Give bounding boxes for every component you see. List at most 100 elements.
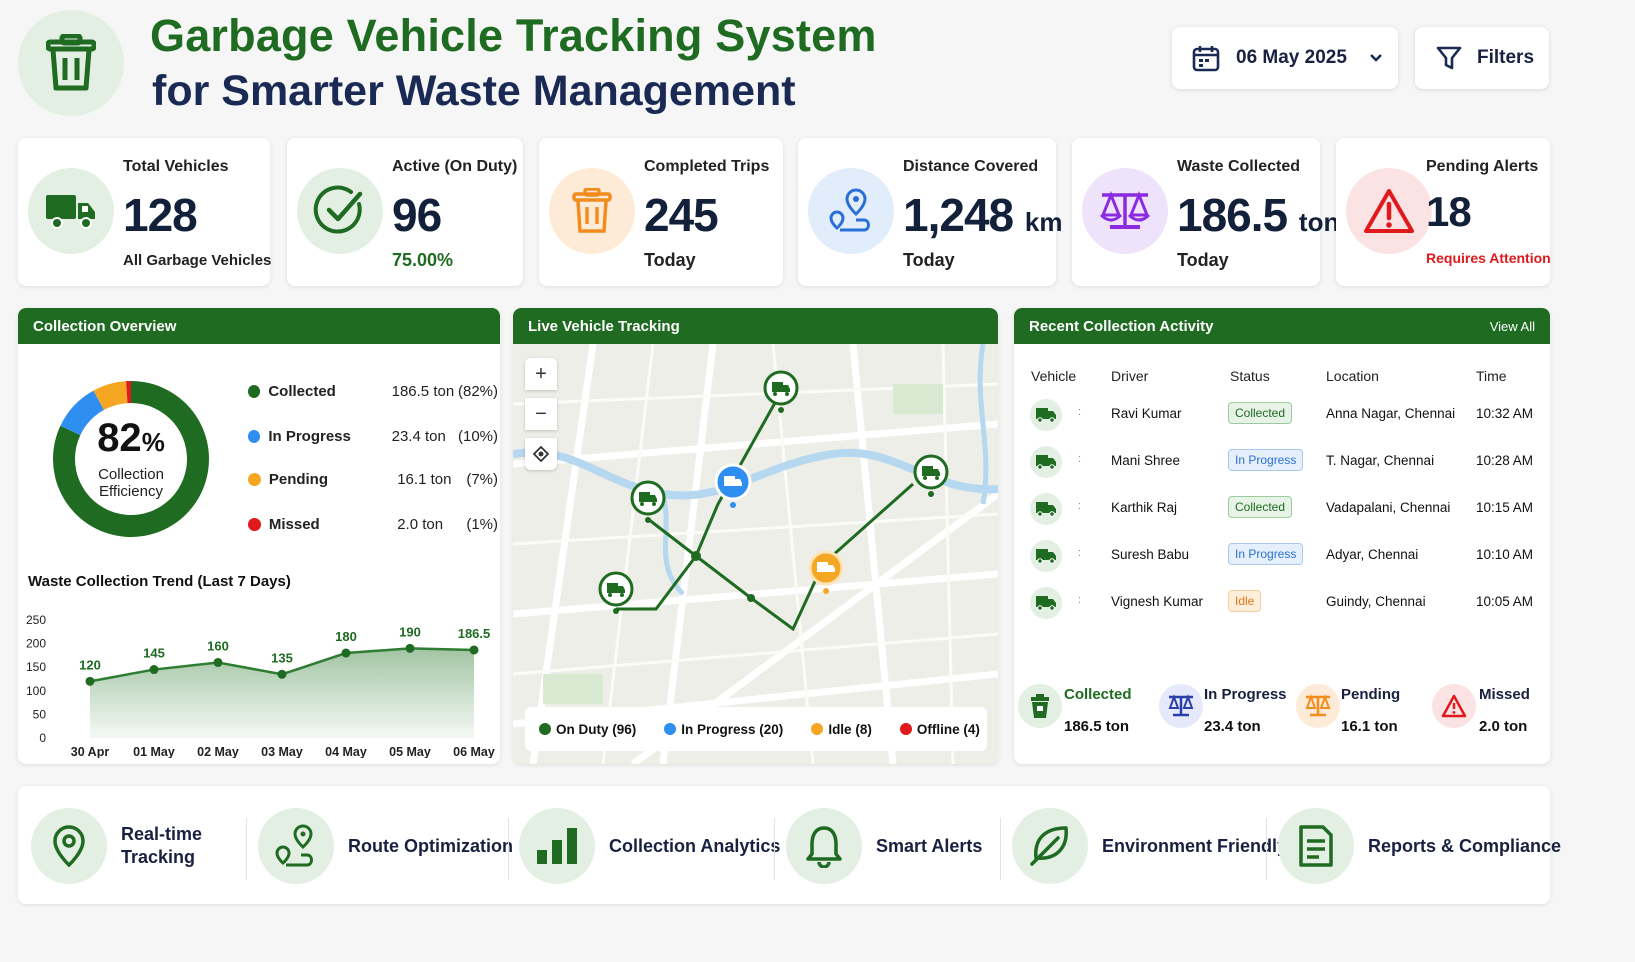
kpi-label: Waste Collected: [1177, 158, 1300, 175]
vehicle-marker-on-duty[interactable]: [763, 370, 799, 419]
vehicle-marker-on-duty[interactable]: [598, 571, 634, 620]
kpi-value: 128: [123, 189, 198, 241]
locate-icon: [532, 445, 550, 463]
feature-divider: [246, 818, 247, 880]
summary-in-progress-label: In Progress: [1204, 686, 1287, 703]
kpi-active-vehicles[interactable]: Active (On Duty) 96 75.00%: [287, 138, 523, 286]
feature-route-optimization[interactable]: Route Optimization: [258, 808, 513, 884]
trend-point: [213, 657, 223, 667]
kpi-sub: 75.00%: [392, 250, 454, 270]
y-tick-label: 200: [26, 637, 46, 651]
efficiency-value: 82%: [97, 416, 165, 460]
legend-dot: [248, 518, 261, 531]
collection-overview-panel: Collection Overview 82% Collection Effic…: [18, 308, 500, 764]
col-driver: Driver: [1111, 368, 1149, 384]
trend-area: [90, 648, 474, 738]
trend-value-label: 120: [79, 657, 101, 672]
row-driver: Karthik Raj: [1111, 500, 1178, 515]
legend-dot: [248, 473, 261, 486]
kpi-value: 245: [644, 189, 719, 241]
feature-smart-alerts[interactable]: Smart Alerts: [786, 808, 982, 884]
kpi-value: 18: [1426, 188, 1472, 235]
row-location: Guindy, Chennai: [1326, 594, 1426, 609]
status-badge: Collected: [1228, 402, 1293, 424]
recent-activity-panel: Recent Collection Activity View All Vehi…: [1014, 308, 1550, 764]
map-canvas[interactable]: [513, 344, 998, 764]
trend-value-label: 190: [399, 624, 421, 639]
kpi-waste-collected[interactable]: Waste Collected 186.5 ton Today: [1072, 138, 1339, 286]
bell-icon: [786, 808, 862, 884]
legend-value: 16.1 ton: [397, 471, 452, 488]
kpi-sub: Today: [1177, 250, 1229, 270]
feature-divider: [508, 818, 509, 880]
x-tick-label: 06 May: [453, 745, 495, 758]
kpi-sub: Today: [903, 250, 955, 270]
donut-slice-missed: [126, 381, 131, 404]
route-icon: [808, 168, 894, 254]
trend-value-label: 160: [207, 638, 229, 653]
col-vehicle: Vehicle: [1031, 368, 1077, 384]
date-value: 06 May 2025: [1236, 47, 1347, 68]
legend-idle: Idle (8): [811, 722, 872, 737]
scale-icon: [1082, 168, 1168, 254]
vehicle-marker-on-duty[interactable]: [630, 480, 666, 529]
feature-real-time-tracking[interactable]: Real-time Tracking: [31, 808, 221, 884]
feature-divider: [774, 818, 775, 880]
filters-button[interactable]: Filters: [1415, 27, 1549, 89]
locate-button[interactable]: [525, 438, 557, 470]
feature-label: Real-time Tracking: [121, 824, 203, 867]
kpi-distance-covered[interactable]: Distance Covered 1,248 km Today: [798, 138, 1062, 286]
trend-chart-title: Waste Collection Trend (Last 7 Days): [28, 573, 291, 590]
waste-trend-chart: 250 200 150 100 50 0 120 30 Apr 145 01 May 160 02 M…: [26, 613, 495, 758]
view-all-link[interactable]: View All: [1489, 319, 1535, 334]
x-tick-label: 01 May: [133, 745, 175, 758]
legend-name: Pending: [268, 471, 329, 488]
kpi-total-vehicles[interactable]: Total Vehicles 128 All Garbage Vehicles: [18, 138, 271, 286]
trend-point: [85, 676, 95, 686]
feature-environment-friendly[interactable]: Environment Friendly: [1012, 808, 1287, 884]
row-driver: Vignesh Kumar: [1111, 594, 1204, 609]
row-driver: Suresh Babu: [1111, 547, 1190, 562]
row-separator: :: [1078, 594, 1082, 606]
filters-label: Filters: [1477, 47, 1535, 68]
feature-collection-analytics[interactable]: Collection Analytics: [519, 808, 780, 884]
y-tick-label: 150: [26, 660, 46, 674]
kpi-pending-alerts[interactable]: Pending Alerts 18 Requires Attention: [1336, 138, 1551, 286]
date-picker[interactable]: 06 May 2025: [1172, 27, 1398, 89]
kpi-completed-trips[interactable]: Completed Trips 245 Today: [539, 138, 783, 286]
row-time: 10:32 AM: [1476, 406, 1534, 421]
zoom-in-button[interactable]: +: [525, 358, 557, 390]
feature-reports-compliance[interactable]: Reports & Compliance: [1278, 808, 1561, 884]
legend-pending: Pending 16.1 ton (7%): [248, 471, 498, 488]
vehicle-marker-idle[interactable]: [807, 549, 845, 600]
page-title: Garbage Vehicle Tracking System: [150, 10, 877, 61]
vehicle-marker-in-progress[interactable]: [714, 463, 752, 514]
panel-title: Collection Overview: [18, 308, 500, 344]
row-location: Anna Nagar, Chennai: [1326, 406, 1456, 421]
check-circle-icon: [297, 168, 383, 254]
status-badge: Collected: [1228, 496, 1293, 518]
panel-title: Live Vehicle Tracking: [513, 308, 998, 344]
in-progress-scale-icon: [1159, 684, 1203, 728]
legend-collected: Collected 186.5 ton (82%): [248, 383, 498, 400]
truck-icon: [1030, 446, 1062, 478]
feature-label: Route Optimization: [348, 835, 513, 856]
zoom-out-button[interactable]: −: [525, 398, 557, 430]
truck-icon: [1030, 399, 1062, 431]
row-time: 10:05 AM: [1476, 594, 1534, 609]
trend-point: [149, 665, 159, 675]
bar-chart-icon: [519, 808, 595, 884]
trash-icon: [549, 168, 635, 254]
donut-slice-in-progress: [60, 390, 105, 436]
warning-icon: [1346, 168, 1432, 254]
trend-point: [405, 643, 415, 653]
status-badge: In Progress: [1228, 449, 1304, 471]
trend-value-label: 135: [271, 650, 293, 665]
filter-icon: [1436, 46, 1462, 70]
row-time: 10:10 AM: [1476, 547, 1534, 562]
vehicle-marker-on-duty[interactable]: [913, 454, 949, 503]
summary-collected-value: 186.5 ton: [1064, 718, 1130, 735]
x-tick-label: 05 May: [389, 745, 431, 758]
feature-label: Environment Friendly: [1102, 835, 1288, 856]
row-driver: Mani Shree: [1111, 453, 1181, 468]
